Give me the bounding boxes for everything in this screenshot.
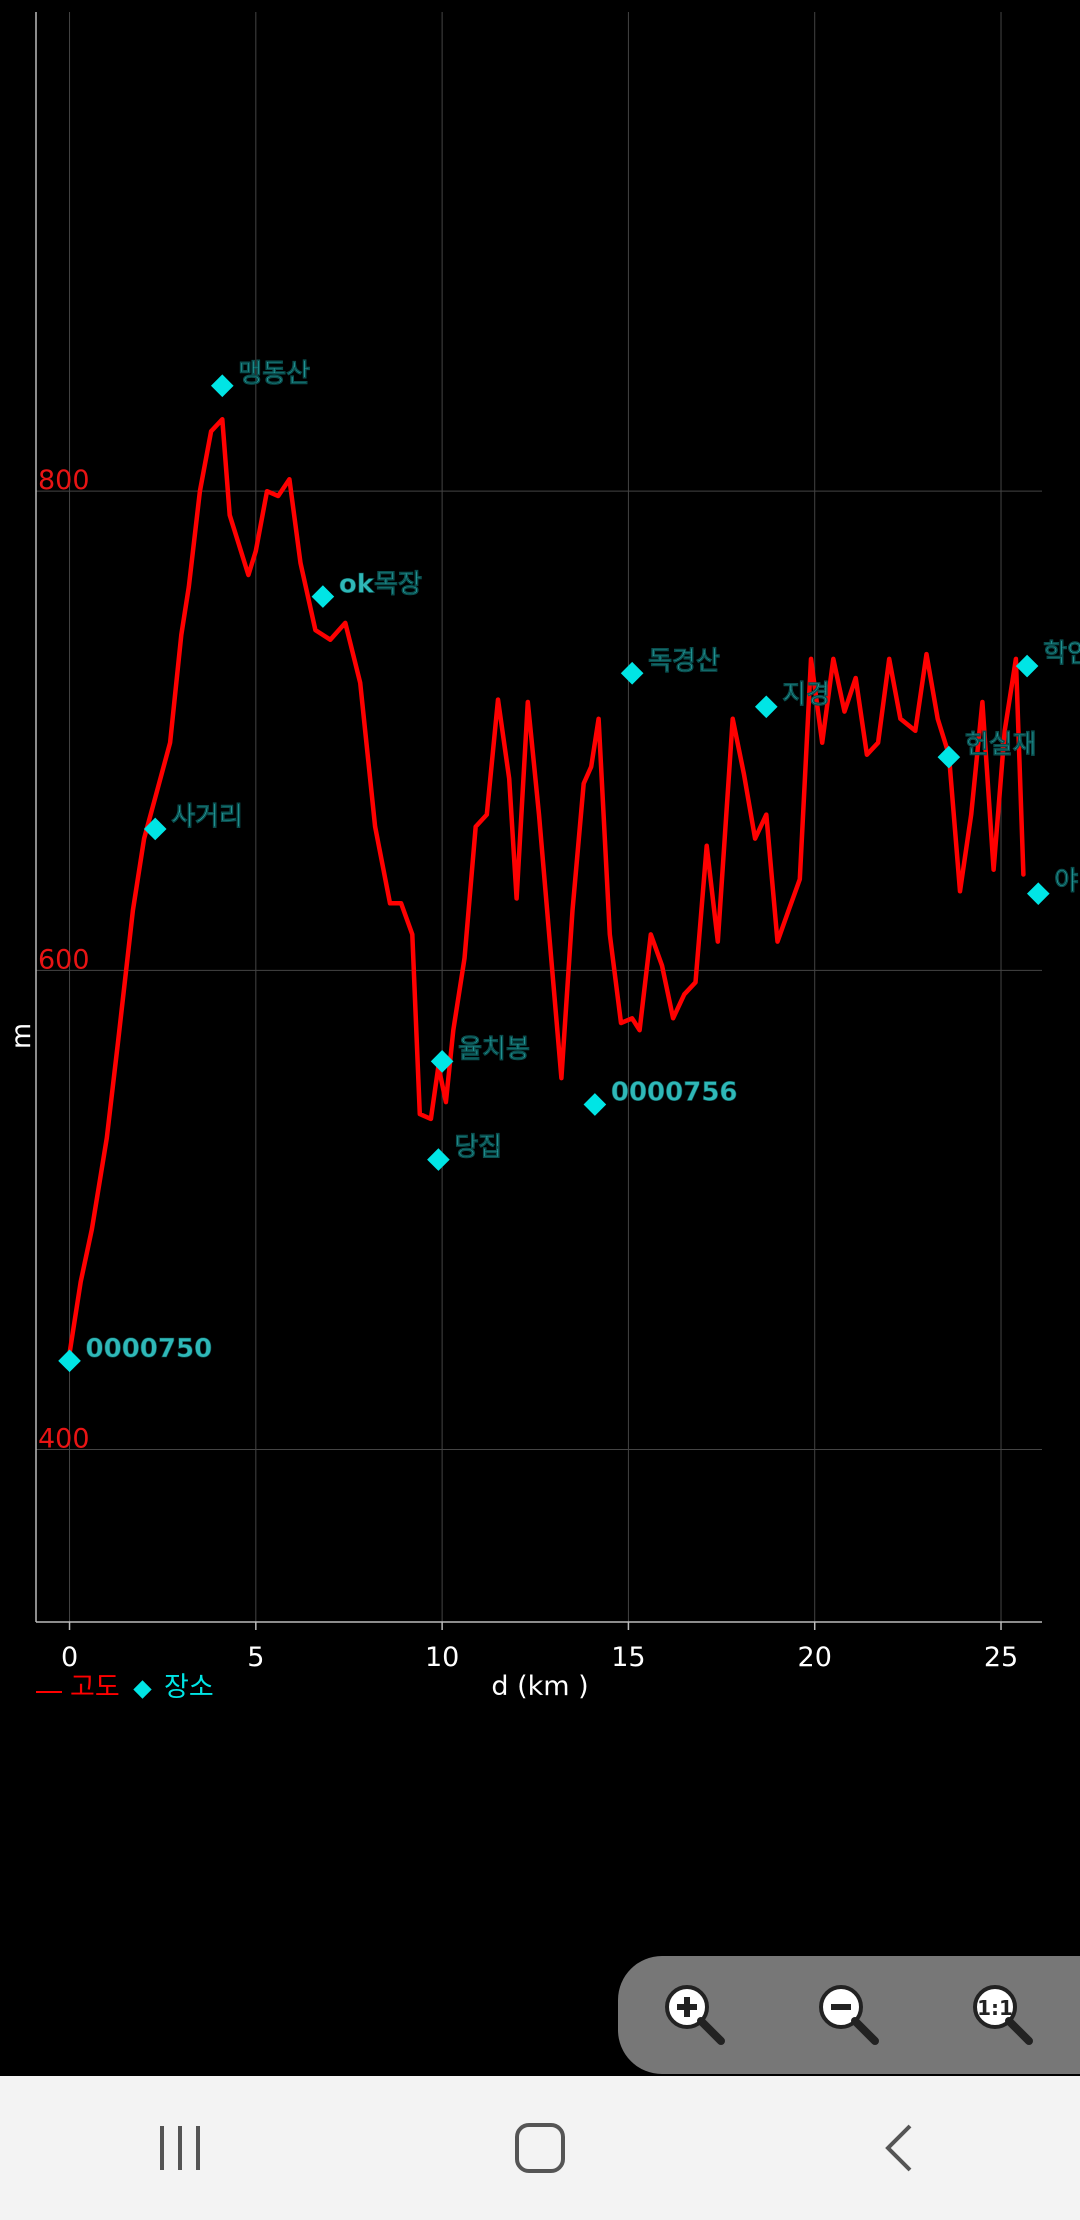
marker-label: 맹동산 bbox=[238, 359, 310, 389]
marker-diamond bbox=[1015, 654, 1039, 678]
marker-point[interactable]: 지경 bbox=[754, 679, 830, 719]
marker-point[interactable]: 0000750 bbox=[58, 1334, 213, 1373]
marker-diamond bbox=[620, 661, 644, 685]
marker-point[interactable]: 독경산 bbox=[620, 646, 720, 685]
marker-label: 지경 bbox=[782, 680, 830, 710]
marker-label: 0000756 bbox=[611, 1078, 738, 1108]
marker-point[interactable]: 사거리 bbox=[143, 802, 243, 841]
marker-label: 독경산 bbox=[648, 646, 720, 676]
elevation-chart[interactable]: 0 5 10 15 20 25 400 600 800 0000750 사거리 맹동산 ok목장당집… bbox=[0, 0, 1080, 1730]
zoom-controls: 1:1 bbox=[618, 1956, 1080, 2074]
zoom-reset-icon: 1:1 bbox=[973, 1985, 1033, 2045]
marker-point[interactable]: 헌실재 bbox=[937, 730, 1037, 769]
marker-point[interactable]: 야 bbox=[1026, 866, 1079, 905]
marker-diamond bbox=[58, 1349, 81, 1373]
zoom-reset-label: 1:1 bbox=[977, 1996, 1013, 2020]
legend-label-places: 장소 bbox=[164, 1672, 214, 1703]
marker-point[interactable]: 율치봉 bbox=[430, 1034, 530, 1073]
y-axis-label: m bbox=[6, 1023, 37, 1049]
x-tick-label: 15 bbox=[611, 1642, 645, 1673]
marker-point[interactable]: ok목장 bbox=[311, 569, 422, 608]
marker-point[interactable]: 학인 bbox=[1015, 639, 1080, 678]
x-tick-label: 20 bbox=[798, 1642, 832, 1673]
recent-apps-icon bbox=[160, 2126, 200, 2170]
y-tick-label: 800 bbox=[38, 465, 90, 496]
axes bbox=[35, 12, 1042, 1630]
marker-label: 헌실재 bbox=[965, 730, 1037, 760]
marker-point[interactable]: 맹동산 bbox=[210, 358, 310, 398]
marker-label: 사거리 bbox=[171, 802, 243, 832]
home-icon bbox=[515, 2123, 565, 2173]
marker-point[interactable]: 당집 bbox=[427, 1132, 503, 1171]
home-button[interactable] bbox=[480, 2098, 600, 2198]
marker-point[interactable]: 0000756 bbox=[583, 1077, 738, 1116]
zoom-in-icon bbox=[665, 1985, 725, 2045]
y-tick-label: 600 bbox=[38, 944, 90, 975]
legend-label-altitude: 고도 bbox=[70, 1672, 120, 1703]
grid bbox=[36, 12, 1042, 1622]
marker-label: 0000750 bbox=[86, 1334, 213, 1364]
series bbox=[67, 417, 1026, 1356]
series-line-altitude bbox=[67, 417, 1026, 1356]
zoom-reset-button[interactable]: 1:1 bbox=[963, 1975, 1043, 2055]
x-tick-label: 0 bbox=[61, 1642, 78, 1673]
y-tick-labels: 400 600 800 bbox=[38, 465, 90, 1454]
x-tick-labels: 0 5 10 15 20 25 bbox=[61, 1642, 1018, 1673]
marker-diamond bbox=[1026, 882, 1050, 905]
marker-diamond bbox=[430, 1050, 454, 1073]
legend-marker-swatch bbox=[133, 1680, 152, 1699]
marker-diamond bbox=[210, 374, 234, 398]
marker-diamond bbox=[937, 745, 961, 769]
zoom-out-button[interactable] bbox=[809, 1975, 889, 2055]
x-tick-label: 25 bbox=[984, 1642, 1018, 1673]
x-axis-label: d (km ) bbox=[491, 1671, 588, 1702]
x-tick-label: 5 bbox=[247, 1642, 264, 1673]
legend: 고도 장소 bbox=[36, 1672, 214, 1703]
marker-diamond bbox=[311, 585, 335, 608]
system-navigation-bar bbox=[0, 2076, 1080, 2220]
marker-diamond bbox=[583, 1093, 607, 1116]
back-icon bbox=[885, 2124, 912, 2172]
marker-diamond bbox=[427, 1148, 450, 1171]
y-tick-label: 400 bbox=[38, 1424, 90, 1455]
zoom-out-icon bbox=[819, 1985, 879, 2045]
x-tick-label: 10 bbox=[425, 1642, 459, 1673]
marker-label: 야 bbox=[1054, 867, 1078, 897]
recent-apps-button[interactable] bbox=[120, 2098, 240, 2198]
zoom-in-button[interactable] bbox=[655, 1975, 735, 2055]
marker-label: 학인 bbox=[1043, 639, 1080, 669]
marker-label: 당집 bbox=[454, 1133, 502, 1163]
marker-label: ok목장 bbox=[339, 570, 422, 600]
marker-label: 율치봉 bbox=[458, 1034, 530, 1064]
back-button[interactable] bbox=[840, 2098, 960, 2198]
marker-diamond bbox=[754, 695, 778, 719]
